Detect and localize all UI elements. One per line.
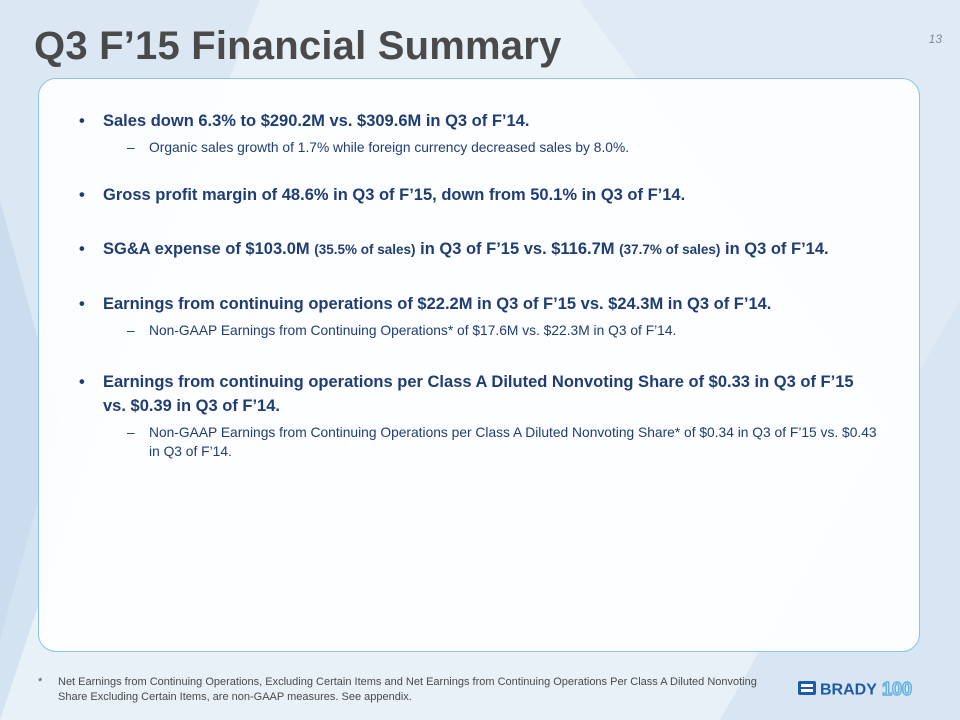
content-panel: • Sales down 6.3% to $290.2M vs. $309.6M… <box>38 78 920 652</box>
logo-number-text: 100 <box>882 679 912 699</box>
bullet-text: Earnings from continuing operations per … <box>103 373 854 415</box>
bullet-dot: • <box>79 186 85 204</box>
sub-bullet-text: Non-GAAP Earnings from Continuing Operat… <box>149 425 877 459</box>
bullet-sga-expense: • SG&A expense of $103.0M (35.5% of sale… <box>79 237 879 262</box>
brady-100-logo: BRADY 100 <box>798 678 913 700</box>
bullet-sales: • Sales down 6.3% to $290.2M vs. $309.6M… <box>79 109 879 157</box>
sub-bullet-organic-sales: – Organic sales growth of 1.7% while for… <box>103 138 879 157</box>
page-title: Q3 F’15 Financial Summary <box>34 24 562 68</box>
sub-bullet-text: Non-GAAP Earnings from Continuing Operat… <box>149 323 677 338</box>
page-number: 13 <box>928 32 942 46</box>
sub-bullet-text: Organic sales growth of 1.7% while forei… <box>149 140 630 155</box>
sub-bullet-dash: – <box>127 323 135 338</box>
bullet-dot: • <box>79 295 85 313</box>
bullet-gross-profit: • Gross profit margin of 48.6% in Q3 of … <box>79 183 879 207</box>
bullet-earnings: • Earnings from continuing operations of… <box>79 292 879 340</box>
brady-emblem-icon <box>798 681 816 695</box>
bullet-dot: • <box>79 240 85 258</box>
sub-bullet-dash: – <box>127 140 135 155</box>
bullet-dot: • <box>79 112 85 130</box>
footnote-text: Net Earnings from Continuing Operations,… <box>58 676 757 703</box>
bullet-text-pct-sales: (37.7% of sales) <box>619 242 721 257</box>
sub-bullet-non-gaap-eps: – Non-GAAP Earnings from Continuing Oper… <box>103 423 879 461</box>
sub-bullet-non-gaap-earnings: – Non-GAAP Earnings from Continuing Oper… <box>103 321 879 340</box>
bullet-text-part: in Q3 of F’15 vs. $116.7M <box>415 240 620 258</box>
bullet-text-part: SG&A expense of $103.0M <box>103 240 315 258</box>
bullet-eps: • Earnings from continuing operations pe… <box>79 370 879 461</box>
sub-bullet-dash: – <box>127 425 135 440</box>
footnote: * Net Earnings from Continuing Operation… <box>38 675 758 705</box>
bullet-text: Gross profit margin of 48.6% in Q3 of F’… <box>103 186 686 204</box>
bullet-text-part: in Q3 of F’14. <box>720 240 829 258</box>
logo-brand-text: BRADY <box>820 682 877 699</box>
bullet-dot: • <box>79 373 85 391</box>
bullet-list: • Sales down 6.3% to $290.2M vs. $309.6M… <box>79 109 879 461</box>
footnote-marker: * <box>38 676 43 688</box>
bullet-text-pct-sales: (35.5% of sales) <box>314 242 416 257</box>
bullet-text: Earnings from continuing operations of $… <box>103 295 772 313</box>
bullet-text: Sales down 6.3% to $290.2M vs. $309.6M i… <box>103 112 530 130</box>
